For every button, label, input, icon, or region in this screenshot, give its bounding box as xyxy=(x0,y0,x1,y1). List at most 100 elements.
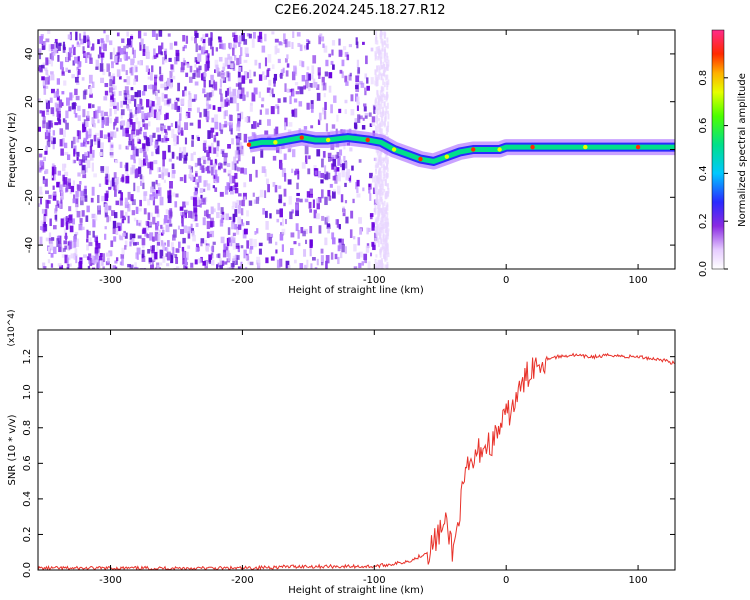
spectrogram-cell xyxy=(110,94,114,102)
spectrogram-cell xyxy=(233,44,237,49)
spectrogram-cell xyxy=(80,197,84,206)
spectrogram-cell xyxy=(149,134,153,143)
spectrogram-cell xyxy=(376,74,379,78)
spectrogram-cell xyxy=(308,155,311,160)
spectrogram-cell xyxy=(56,182,60,188)
spectrogram-cell xyxy=(234,31,237,37)
spectrogram-cell xyxy=(149,161,154,171)
spectrogram-cell xyxy=(386,249,389,255)
spectrogram-cell xyxy=(116,127,119,132)
spectrogram-cell xyxy=(291,42,294,49)
spectrogram-cell xyxy=(180,67,185,73)
spectrogram-cell xyxy=(41,110,45,117)
spectrogram-cell xyxy=(130,66,134,76)
spectrogram-cell xyxy=(202,142,206,152)
spectrogram-cell xyxy=(264,130,269,135)
spectrogram-cell xyxy=(284,219,287,225)
spectrogram-cell xyxy=(86,140,90,145)
spectrogram-cell xyxy=(123,100,128,105)
spectrogram-cell xyxy=(210,217,214,222)
spectrogram-cell xyxy=(374,187,377,193)
spectrogram-cell xyxy=(210,246,213,252)
spectrogram-cell xyxy=(89,152,94,161)
spectrogram-cell xyxy=(133,217,137,222)
spectrogram-cell xyxy=(380,208,383,213)
spectrogram-cell xyxy=(217,202,221,211)
spectrogram-cell xyxy=(238,218,242,226)
spectrogram-cell xyxy=(327,152,332,158)
spectrogram-cell xyxy=(164,94,168,99)
spectrogram-cell xyxy=(232,175,236,184)
spectrogram-cell xyxy=(182,90,185,97)
spectrogram-cell xyxy=(379,228,382,233)
spectrogram-cell xyxy=(264,169,267,177)
spectrogram-cell xyxy=(119,161,123,168)
spectrogram-cell xyxy=(362,41,365,45)
spectrogram-cell xyxy=(95,255,100,263)
spectrogram-cell xyxy=(47,246,51,253)
spectrogram-cell xyxy=(375,97,378,104)
spectrogram-cell xyxy=(386,202,389,208)
spectrogram-cell xyxy=(220,93,223,102)
spectrogram-cell xyxy=(359,80,363,85)
spectrogram-cell xyxy=(383,70,386,76)
spectrogram-cell xyxy=(142,182,145,190)
spectrogram-cell xyxy=(86,238,89,243)
spectrogram-cell xyxy=(188,76,193,83)
spectrogram-cell xyxy=(230,127,233,135)
spectrogram-cell xyxy=(218,258,222,266)
spectrogram-cell xyxy=(375,226,378,233)
spectrogram-cell xyxy=(52,143,55,150)
spectrogram-cell xyxy=(203,79,206,88)
spectrogram-cell xyxy=(243,182,247,188)
spectrogram-cell xyxy=(75,198,79,208)
spectrogram-cell xyxy=(194,162,198,168)
spectrogram-cell xyxy=(143,131,147,138)
spectrogram-cell xyxy=(380,128,383,134)
spectrogram-cell xyxy=(214,158,217,165)
spectrogram-cell xyxy=(137,235,142,239)
spectrogram-cell xyxy=(82,174,87,179)
spectrogram-cell xyxy=(41,64,45,69)
spectrogram-cell xyxy=(271,88,274,94)
spectrogram-cell xyxy=(152,216,156,225)
spectrogram-cell xyxy=(150,212,153,217)
spectrogram-cell xyxy=(122,128,126,137)
spectrogram-cell xyxy=(65,222,69,230)
spectrogram-cell xyxy=(105,173,109,178)
spectrogram-cell xyxy=(208,258,212,265)
spectrogram-cell xyxy=(82,109,86,118)
spectrogram-cell xyxy=(304,44,308,51)
spectrogram-cell xyxy=(287,179,292,185)
spectrogram-cell xyxy=(225,213,230,221)
spectrogram-cell xyxy=(248,200,253,206)
spectrogram-cell xyxy=(318,35,322,45)
spectrogram-cell xyxy=(170,242,174,251)
spectrogram-cell xyxy=(231,220,235,230)
spectrogram-cell xyxy=(293,259,297,264)
spectrogram-cell xyxy=(195,173,198,177)
spectrogram-cell xyxy=(298,60,303,67)
spectrogram-cell xyxy=(181,246,185,252)
spectrogram-cell xyxy=(281,167,286,177)
spectrogram-cell xyxy=(51,47,54,52)
spectrogram-cell xyxy=(200,46,205,55)
spectrogram-cell xyxy=(76,41,80,45)
spectrogram-cell xyxy=(383,73,386,78)
spectrogram-cell xyxy=(323,173,327,180)
spectrogram-cell xyxy=(38,203,41,207)
snr-y-tick-label: 1.2 xyxy=(22,349,33,365)
spectrogram-cell xyxy=(379,259,382,264)
spectrogram-cell xyxy=(127,263,132,268)
spectrogram-cell xyxy=(192,176,196,183)
spectrogram-cell xyxy=(129,35,134,40)
spectrogram-cell xyxy=(195,187,198,194)
spectrogram-cell xyxy=(184,122,189,131)
spectrogram-cell xyxy=(276,218,280,223)
spectrogram-cell xyxy=(267,54,272,63)
spectrogram-cell xyxy=(155,33,158,41)
spectrogram-cell xyxy=(200,238,205,244)
spectrogram-cell xyxy=(146,220,150,227)
spectrogram-cell xyxy=(61,138,65,147)
